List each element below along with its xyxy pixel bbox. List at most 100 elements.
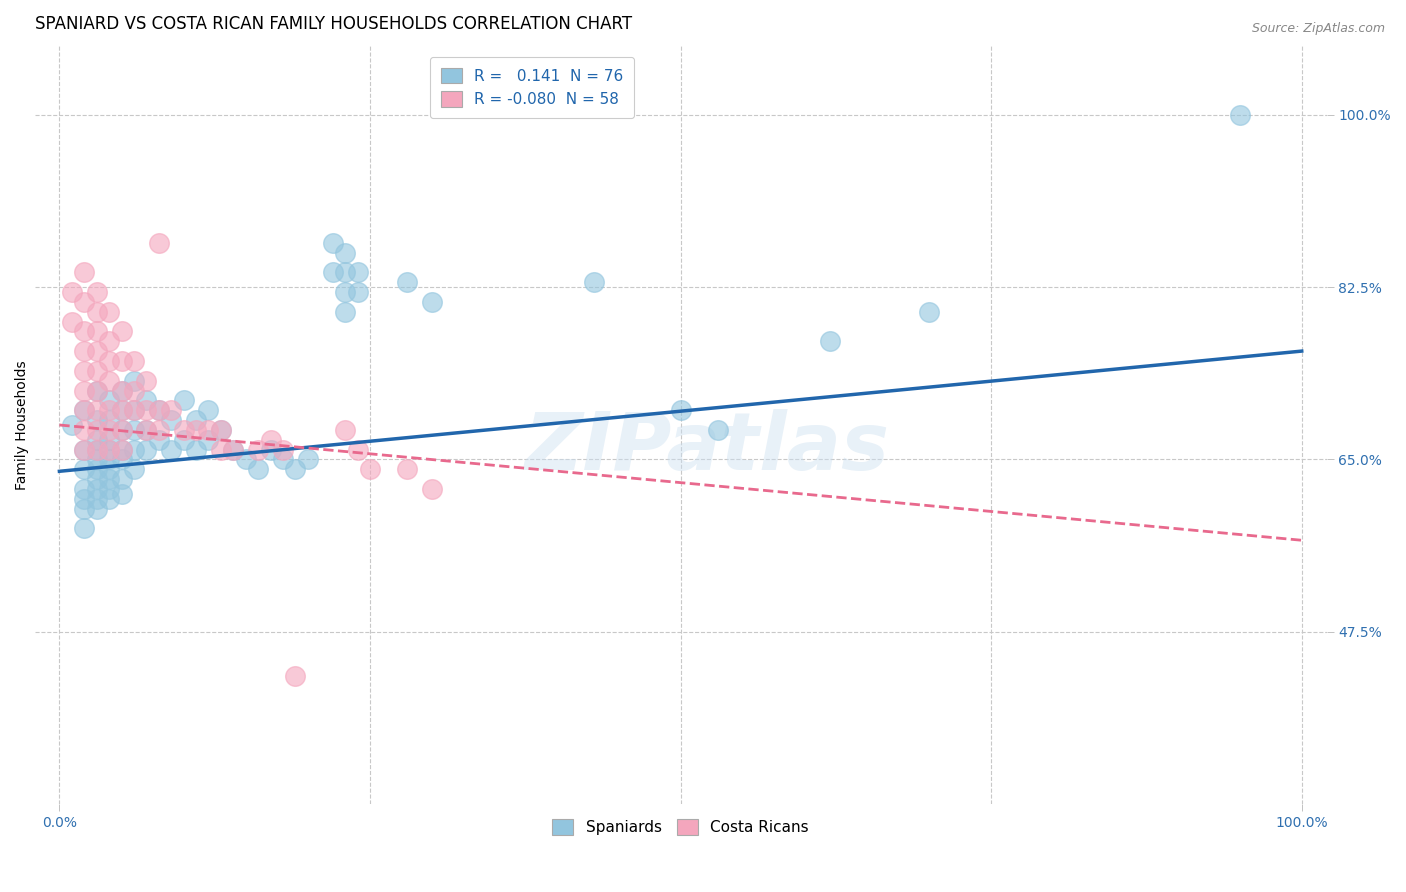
Point <box>73 482 96 496</box>
Point <box>60 285 83 299</box>
Point <box>98 304 121 318</box>
Point <box>818 334 841 349</box>
Point <box>148 403 170 417</box>
Point <box>135 442 157 457</box>
Point <box>346 265 368 279</box>
Point <box>86 285 108 299</box>
Point <box>148 423 170 437</box>
Point <box>110 472 132 486</box>
Point <box>918 304 941 318</box>
Point <box>98 462 121 476</box>
Point <box>73 521 96 535</box>
Point <box>86 364 108 378</box>
Point <box>60 417 83 432</box>
Point <box>86 452 108 467</box>
Point <box>98 393 121 408</box>
Point <box>247 462 270 476</box>
Point <box>209 442 232 457</box>
Point <box>110 452 132 467</box>
Point <box>98 403 121 417</box>
Point <box>86 501 108 516</box>
Point <box>122 423 145 437</box>
Point <box>98 452 121 467</box>
Point <box>110 325 132 339</box>
Point <box>73 442 96 457</box>
Point <box>98 442 121 457</box>
Point <box>333 304 356 318</box>
Point <box>184 413 207 427</box>
Point <box>284 462 307 476</box>
Point <box>222 442 245 457</box>
Point <box>86 384 108 398</box>
Point <box>110 487 132 501</box>
Point <box>110 442 132 457</box>
Point <box>98 334 121 349</box>
Point <box>98 413 121 427</box>
Point <box>333 285 356 299</box>
Point <box>73 462 96 476</box>
Point <box>73 384 96 398</box>
Point <box>86 403 108 417</box>
Point <box>271 452 294 467</box>
Point <box>333 245 356 260</box>
Point <box>86 482 108 496</box>
Point <box>73 491 96 506</box>
Point <box>148 235 170 250</box>
Point <box>396 462 419 476</box>
Point <box>98 374 121 388</box>
Point <box>86 433 108 447</box>
Point <box>122 442 145 457</box>
Point <box>73 265 96 279</box>
Point <box>135 374 157 388</box>
Point <box>110 354 132 368</box>
Point <box>222 442 245 457</box>
Point <box>173 433 195 447</box>
Text: ZIPatlas: ZIPatlas <box>524 409 889 487</box>
Point <box>86 491 108 506</box>
Text: SPANIARD VS COSTA RICAN FAMILY HOUSEHOLDS CORRELATION CHART: SPANIARD VS COSTA RICAN FAMILY HOUSEHOLD… <box>35 15 631 33</box>
Point <box>197 403 219 417</box>
Point <box>333 265 356 279</box>
Point <box>122 374 145 388</box>
Point <box>110 384 132 398</box>
Point <box>86 304 108 318</box>
Point <box>148 433 170 447</box>
Point <box>86 472 108 486</box>
Point <box>322 265 344 279</box>
Point <box>173 393 195 408</box>
Point <box>98 442 121 457</box>
Point <box>98 354 121 368</box>
Point <box>173 423 195 437</box>
Text: Source: ZipAtlas.com: Source: ZipAtlas.com <box>1251 22 1385 36</box>
Point <box>122 354 145 368</box>
Point <box>669 403 692 417</box>
Point <box>297 452 319 467</box>
Point <box>135 393 157 408</box>
Point <box>122 403 145 417</box>
Point <box>346 285 368 299</box>
Point <box>346 442 368 457</box>
Point <box>259 442 281 457</box>
Point <box>148 403 170 417</box>
Point <box>209 423 232 437</box>
Point <box>122 462 145 476</box>
Point <box>73 294 96 309</box>
Point <box>209 423 232 437</box>
Point <box>98 472 121 486</box>
Point <box>73 364 96 378</box>
Point <box>707 423 730 437</box>
Point <box>86 462 108 476</box>
Point <box>110 423 132 437</box>
Point <box>160 442 183 457</box>
Point <box>110 423 132 437</box>
Legend: Spaniards, Costa Ricans: Spaniards, Costa Ricans <box>541 809 820 846</box>
Point <box>1229 108 1251 122</box>
Point <box>135 423 157 437</box>
Point <box>135 423 157 437</box>
Point <box>333 423 356 437</box>
Point <box>110 442 132 457</box>
Point <box>184 442 207 457</box>
Point <box>122 403 145 417</box>
Point <box>247 442 270 457</box>
Point <box>259 433 281 447</box>
